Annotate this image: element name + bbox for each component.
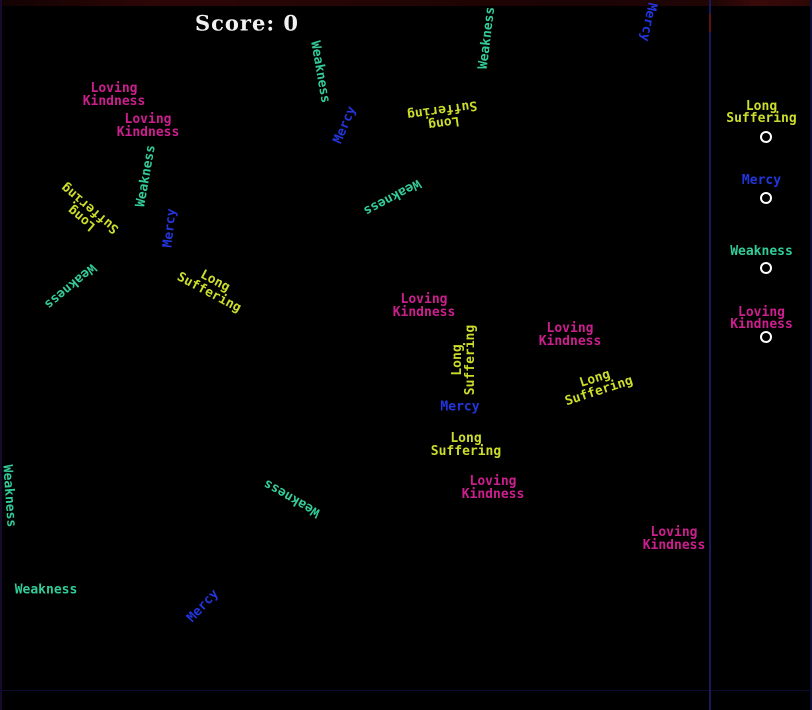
sidebar-label-weakness: Weakness	[711, 244, 812, 259]
word-line: Kindness	[82, 94, 146, 109]
word-mercy[interactable]: Mercy	[184, 586, 222, 626]
right-border	[810, 0, 812, 710]
sidebar-label-line: Mercy	[741, 173, 782, 188]
sidebar-divider-line	[709, 0, 711, 710]
left-border	[0, 0, 2, 710]
word-line: Weakness	[133, 143, 159, 209]
word-long-suffering[interactable]: Long Suffering	[431, 432, 501, 458]
word-loving-kindness[interactable]: Loving Kindness	[539, 322, 602, 348]
target-circle-weakness[interactable]	[759, 262, 772, 274]
word-line: Mercy	[440, 399, 480, 415]
word-mercy[interactable]: Mercy	[636, 1, 660, 43]
word-mercy[interactable]: Mercy	[440, 401, 479, 414]
word-loving-kindness[interactable]: Loving Kindness	[393, 293, 456, 319]
word-line: Loving	[469, 474, 517, 489]
sidebar-label-line: Kindness	[730, 317, 793, 332]
word-line: Kindness	[116, 125, 180, 140]
target-sidebar: Long Suffering Mercy Weakness Loving Kindness	[711, 0, 812, 710]
word-loving-kindness[interactable]: Loving Kindness	[117, 113, 180, 139]
sidebar-label-line: Weakness	[730, 244, 793, 259]
word-line: Suffering	[463, 324, 478, 396]
word-line: Long	[450, 431, 482, 446]
top-border	[0, 0, 812, 6]
word-line: Suffering	[430, 444, 502, 459]
word-line: Loving	[124, 112, 172, 127]
word-line: Loving	[400, 292, 448, 307]
sidebar-label-long-suffering: Long Suffering	[711, 99, 812, 126]
sidebar-label-line: Suffering	[726, 111, 797, 126]
word-line: Kindness	[642, 538, 706, 553]
word-weakness[interactable]: Weakness	[0, 464, 19, 528]
word-mercy[interactable]: Mercy	[330, 104, 360, 146]
word-line: Weakness	[14, 582, 78, 598]
word-line: Weakness	[307, 39, 333, 105]
word-loving-kindness[interactable]: Loving Kindness	[83, 82, 146, 108]
word-weakness[interactable]: Weakness	[261, 475, 323, 521]
target-circle-loving-kindness[interactable]	[759, 331, 772, 343]
word-weakness[interactable]: Weakness	[133, 143, 159, 209]
score-label: Score: 0	[194, 10, 300, 36]
sidebar-label-line: Loving	[738, 305, 785, 320]
word-long-suffering[interactable]: Long Suffering	[450, 324, 478, 396]
word-line: Mercy	[330, 104, 360, 146]
word-line: Weakness	[0, 464, 19, 528]
target-circle-long-suffering[interactable]	[759, 131, 772, 143]
word-long-suffering[interactable]: Long Suffering	[174, 259, 249, 316]
bottom-divider-line	[0, 690, 812, 691]
word-line: Loving	[90, 81, 138, 96]
word-line: Mercy	[636, 1, 660, 43]
sidebar-label-line: Long	[745, 99, 778, 114]
word-line: Loving	[546, 321, 594, 336]
word-weakness[interactable]: Weakness	[41, 260, 99, 312]
word-line: Kindness	[461, 487, 525, 502]
word-line: Mercy	[160, 207, 180, 249]
word-weakness[interactable]: Weakness	[15, 584, 78, 597]
sidebar-label-mercy: Mercy	[711, 173, 812, 188]
word-mercy[interactable]: Mercy	[160, 207, 180, 249]
word-line: Weakness	[261, 475, 323, 521]
sidebar-label-loving-kindness: Loving Kindness	[711, 305, 812, 332]
word-long-suffering[interactable]: Long Suffering	[51, 180, 122, 245]
word-line: Weakness	[41, 260, 99, 312]
word-line: Weakness	[475, 6, 499, 70]
word-long-suffering[interactable]: Long Suffering	[406, 97, 479, 134]
word-loving-kindness[interactable]: Loving Kindness	[462, 475, 525, 501]
word-line: Mercy	[184, 586, 222, 626]
word-weakness[interactable]: Weakness	[307, 39, 333, 105]
word-line: Kindness	[538, 334, 602, 349]
word-long-suffering[interactable]: Long Suffering	[559, 362, 635, 409]
word-line: Kindness	[392, 305, 456, 320]
word-weakness[interactable]: Weakness	[475, 6, 499, 70]
word-weakness[interactable]: Weakness	[360, 175, 424, 219]
word-line: Loving	[650, 525, 698, 540]
word-loving-kindness[interactable]: Loving Kindness	[643, 526, 706, 552]
word-line: Weakness	[360, 175, 424, 219]
target-circle-mercy[interactable]	[759, 192, 772, 204]
sidebar-divider-accent	[709, 14, 711, 32]
